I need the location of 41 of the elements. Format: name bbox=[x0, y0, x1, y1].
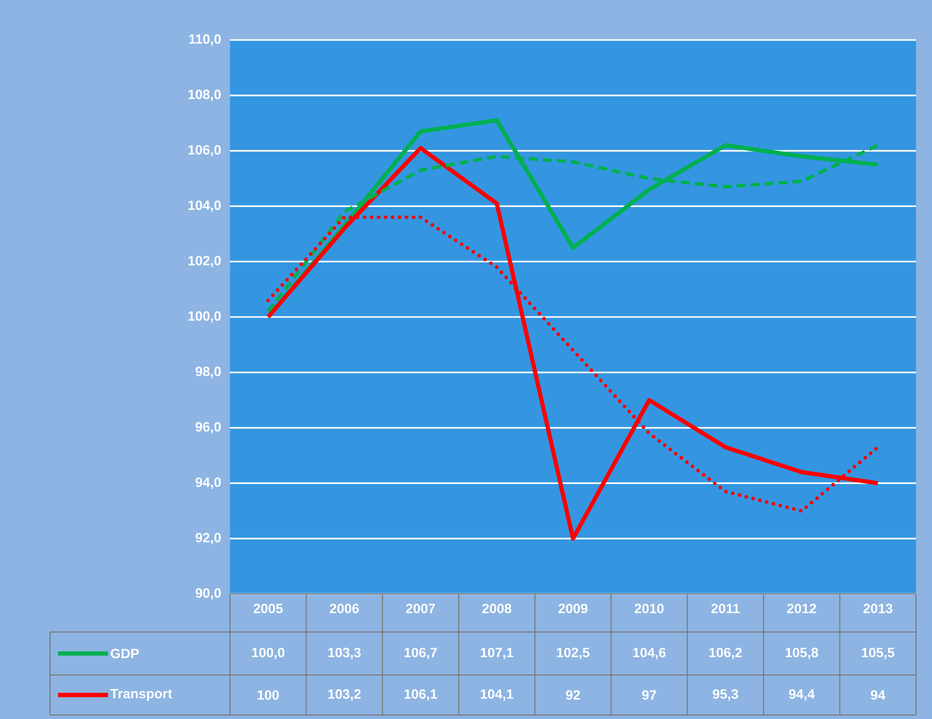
legend-label: GDP bbox=[110, 648, 139, 658]
data-label: 105,8 bbox=[786, 648, 818, 660]
x-tick-label: 2009 bbox=[558, 604, 588, 614]
y-tick-label: 102,0 bbox=[188, 256, 221, 268]
data-label: 102,5 bbox=[557, 648, 590, 660]
x-tick-label: 2013 bbox=[863, 604, 892, 614]
data-label: 103,2 bbox=[328, 689, 361, 701]
y-tick-label: 110,0 bbox=[189, 34, 221, 46]
x-tick-label: 2005 bbox=[254, 604, 283, 614]
x-tick-label: 2012 bbox=[787, 604, 816, 614]
y-tick-label: 90,0 bbox=[196, 588, 221, 600]
data-label: 104,6 bbox=[633, 648, 666, 660]
y-tick-label: 104,0 bbox=[188, 200, 221, 212]
y-tick-label: 94,0 bbox=[196, 477, 221, 489]
y-tick-label: 92,0 bbox=[196, 532, 221, 544]
y-tick-label: 96,0 bbox=[196, 422, 221, 434]
data-label: 97 bbox=[642, 690, 656, 700]
data-label: 100 bbox=[258, 690, 279, 700]
legend-label: Transport bbox=[110, 688, 172, 702]
data-label: 95,3 bbox=[712, 689, 738, 701]
y-tick-label: 98,0 bbox=[196, 366, 221, 378]
x-tick-label: 2010 bbox=[634, 604, 664, 614]
line-series bbox=[266, 146, 880, 541]
y-tick-label: 106,0 bbox=[188, 145, 221, 157]
y-tick-label: 100,0 bbox=[188, 311, 221, 323]
data-label: 106,7 bbox=[404, 648, 437, 660]
x-tick-label: 2011 bbox=[711, 604, 740, 614]
data-label: 104,1 bbox=[480, 689, 514, 701]
x-tick-label: 2007 bbox=[406, 604, 435, 614]
x-tick-label: 2008 bbox=[482, 604, 512, 614]
data-label: 107,1 bbox=[480, 648, 514, 660]
data-label: 105,5 bbox=[862, 648, 894, 660]
data-label: 100,0 bbox=[252, 648, 284, 660]
data-label: 94 bbox=[870, 690, 886, 700]
data-label: 94,4 bbox=[789, 689, 815, 701]
data-label: 106,1 bbox=[404, 689, 438, 701]
data-label: 106,2 bbox=[709, 648, 742, 660]
data-label: 92 bbox=[566, 690, 580, 700]
y-tick-label: 108,0 bbox=[188, 90, 221, 102]
x-tick-label: 2006 bbox=[330, 604, 359, 614]
data-label: 103,3 bbox=[328, 648, 361, 660]
